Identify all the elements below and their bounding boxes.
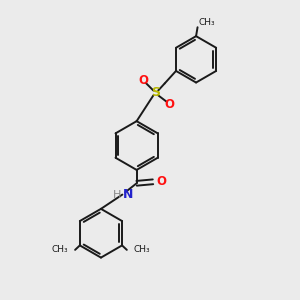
Text: H: H — [112, 190, 121, 200]
Text: O: O — [138, 74, 148, 87]
Text: O: O — [157, 175, 166, 188]
Text: CH₃: CH₃ — [134, 245, 150, 254]
Text: S: S — [151, 86, 160, 99]
Text: O: O — [164, 98, 174, 111]
Text: N: N — [123, 188, 133, 201]
Text: CH₃: CH₃ — [52, 245, 69, 254]
Text: CH₃: CH₃ — [198, 18, 215, 27]
